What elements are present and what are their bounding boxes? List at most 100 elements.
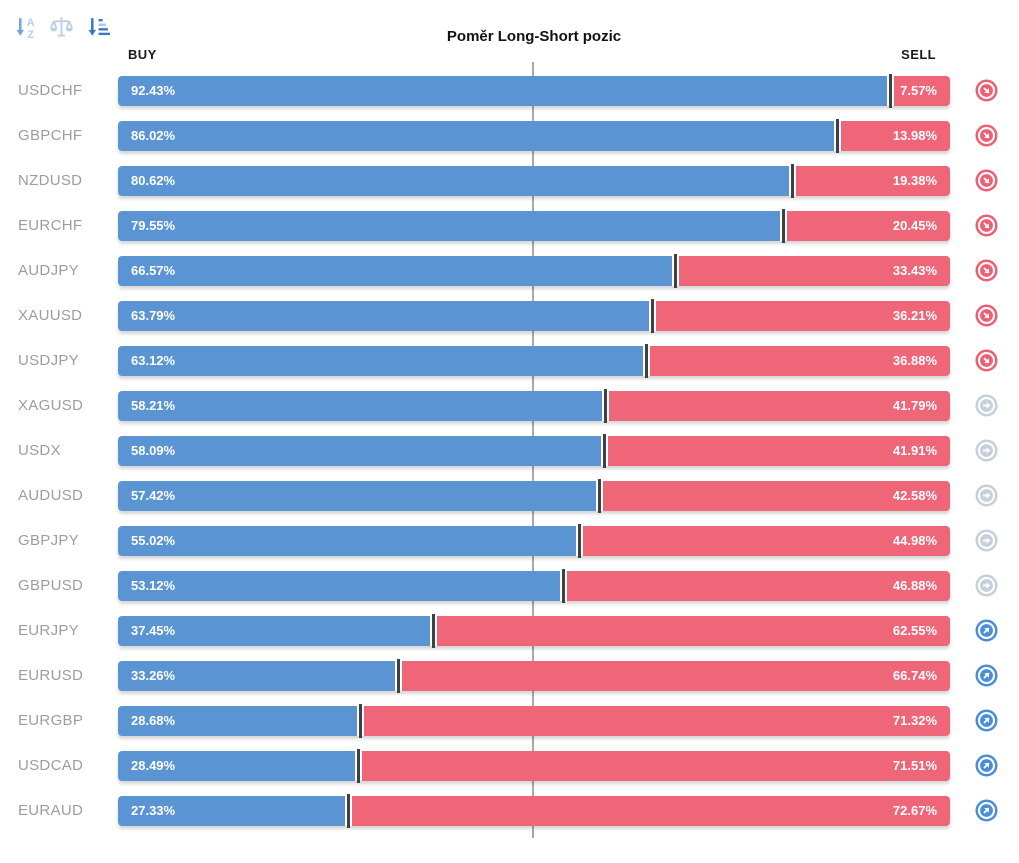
buy-percent-label: 27.33% xyxy=(131,802,176,818)
ratio-bar: 58.21% 41.79% xyxy=(118,388,950,423)
sell-bar-segment: 13.98% xyxy=(840,120,950,151)
buy-percent-label: 80.62% xyxy=(131,172,176,188)
pair-label: USDJPY xyxy=(18,352,79,369)
buy-percent-label: 63.12% xyxy=(131,352,176,368)
pair-row: EURUSD 33.26% 66.74% xyxy=(0,653,1019,698)
trend-signal-icon xyxy=(975,169,998,192)
pair-label: NZDUSD xyxy=(18,172,83,189)
ratio-bar: 63.12% 36.88% xyxy=(118,343,950,378)
chart-title: Poměr Long-Short pozic xyxy=(446,28,622,45)
pair-row: AUDUSD 57.42% 42.58% xyxy=(0,473,1019,518)
buy-bar-segment: 79.55% xyxy=(118,210,780,241)
pair-label: GBPCHF xyxy=(18,127,83,144)
sell-percent-label: 44.98% xyxy=(892,532,937,548)
buy-percent-label: 55.02% xyxy=(131,532,176,548)
pair-row: XAUUSD 63.79% 36.21% xyxy=(0,293,1019,338)
pair-row: EURGBP 28.68% 71.32% xyxy=(0,698,1019,743)
buy-bar-segment: 28.68% xyxy=(118,705,357,736)
sell-bar-segment: 44.98% xyxy=(582,525,950,556)
sell-bar-segment: 71.32% xyxy=(363,705,950,736)
pair-row: USDX 58.09% 41.91% xyxy=(0,428,1019,473)
rows: USDCHF 92.43% 7.57% GBPCHF xyxy=(0,68,1019,833)
trend-signal-icon xyxy=(975,439,998,462)
pair-label: AUDJPY xyxy=(18,262,79,279)
buy-percent-label: 58.21% xyxy=(131,397,176,413)
buy-bar-segment: 28.49% xyxy=(118,750,356,781)
pair-label: EURUSD xyxy=(18,667,84,684)
pair-row: XAGUSD 58.21% 41.79% xyxy=(0,383,1019,428)
ratio-bar: 80.62% 19.38% xyxy=(118,163,950,198)
balance-scale-icon[interactable] xyxy=(48,14,75,41)
sort-amount-icon[interactable] xyxy=(84,14,111,41)
sell-percent-label: 13.98% xyxy=(892,127,937,143)
pair-row: USDJPY 63.12% 36.88% xyxy=(0,338,1019,383)
pair-row: GBPCHF 86.02% 13.98% xyxy=(0,113,1019,158)
bar-divider xyxy=(601,433,609,468)
sell-percent-label: 20.45% xyxy=(892,217,937,233)
ratio-bar: 86.02% 13.98% xyxy=(118,118,950,153)
bar-divider xyxy=(779,208,787,243)
buy-column-header: BUY xyxy=(128,47,157,62)
sell-percent-label: 71.51% xyxy=(892,757,937,773)
pair-label: AUDUSD xyxy=(18,487,84,504)
trend-signal-icon xyxy=(975,349,998,372)
sell-percent-label: 36.21% xyxy=(892,307,937,323)
trend-signal-icon xyxy=(975,79,998,102)
buy-bar-segment: 63.12% xyxy=(118,345,644,376)
pair-label: EURJPY xyxy=(18,622,79,639)
pair-row: EURCHF 79.55% 20.45% xyxy=(0,203,1019,248)
buy-bar-segment: 58.21% xyxy=(118,390,603,421)
sell-bar-segment: 20.45% xyxy=(786,210,950,241)
pair-label: USDCAD xyxy=(18,757,84,774)
bar-divider xyxy=(648,298,656,333)
sell-bar-segment: 41.91% xyxy=(608,435,950,466)
buy-percent-label: 79.55% xyxy=(131,217,176,233)
sell-percent-label: 62.55% xyxy=(892,622,937,638)
ratio-bar: 27.33% 72.67% xyxy=(118,793,950,828)
bar-divider xyxy=(595,478,603,513)
bar-divider xyxy=(887,73,895,108)
sort-alphabetical-icon[interactable]: A Z xyxy=(12,14,39,41)
ratio-bar: 55.02% 44.98% xyxy=(118,523,950,558)
sell-percent-label: 72.67% xyxy=(892,802,937,818)
ratio-bar: 58.09% 41.91% xyxy=(118,433,950,468)
sell-bar-segment: 46.88% xyxy=(566,570,950,601)
pair-row: NZDUSD 80.62% 19.38% xyxy=(0,158,1019,203)
ratio-bar: 28.49% 71.51% xyxy=(118,748,950,783)
buy-bar-segment: 57.42% xyxy=(118,480,596,511)
buy-bar-segment: 80.62% xyxy=(118,165,789,196)
sell-percent-label: 33.43% xyxy=(892,262,937,278)
buy-percent-label: 33.26% xyxy=(131,667,176,683)
svg-text:Z: Z xyxy=(27,29,34,41)
ratio-bar: 37.45% 62.55% xyxy=(118,613,950,648)
sell-percent-label: 46.88% xyxy=(892,577,937,593)
bar-divider xyxy=(788,163,796,198)
buy-percent-label: 66.57% xyxy=(131,262,176,278)
sell-bar-segment: 66.74% xyxy=(401,660,950,691)
trend-signal-icon xyxy=(975,799,998,822)
svg-text:A: A xyxy=(27,17,35,29)
bar-divider xyxy=(643,343,651,378)
trend-signal-icon xyxy=(975,394,998,417)
pair-label: XAUUSD xyxy=(18,307,83,324)
pair-row: AUDJPY 66.57% 33.43% xyxy=(0,248,1019,293)
trend-signal-icon xyxy=(975,529,998,552)
buy-percent-label: 63.79% xyxy=(131,307,176,323)
pair-label: GBPUSD xyxy=(18,577,84,594)
sell-percent-label: 66.74% xyxy=(892,667,937,683)
buy-bar-segment: 86.02% xyxy=(118,120,834,151)
buy-percent-label: 37.45% xyxy=(131,622,176,638)
ratio-bar: 63.79% 36.21% xyxy=(118,298,950,333)
trend-signal-icon xyxy=(975,484,998,507)
pair-label: EURCHF xyxy=(18,217,83,234)
bar-divider xyxy=(355,748,363,783)
sell-bar-segment: 33.43% xyxy=(678,255,950,286)
pair-label: EURAUD xyxy=(18,802,84,819)
trend-signal-icon xyxy=(975,754,998,777)
bar-divider xyxy=(356,703,364,738)
bar-divider xyxy=(671,253,679,288)
pair-label: XAGUSD xyxy=(18,397,84,414)
buy-percent-label: 53.12% xyxy=(131,577,176,593)
trend-signal-icon xyxy=(975,574,998,597)
trend-signal-icon xyxy=(975,709,998,732)
